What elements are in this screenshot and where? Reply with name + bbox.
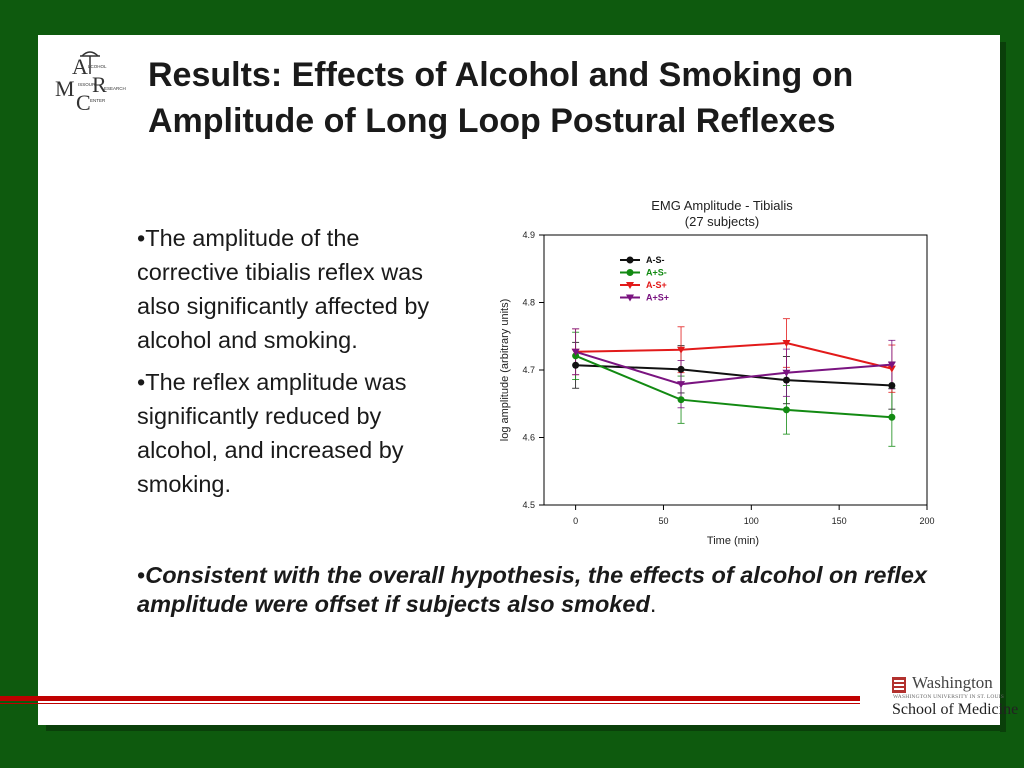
chart-title: EMG Amplitude - Tibialis — [651, 198, 793, 213]
bullet-item: •The amplitude of the corrective tibiali… — [137, 225, 430, 353]
plot-frame — [543, 234, 928, 506]
university-name: Washington — [912, 673, 993, 692]
logo-word-2: ISSOURI — [78, 82, 97, 87]
slide-shadow-right — [1000, 42, 1006, 732]
x-axis-label: Time (min) — [707, 535, 759, 547]
chart-subtitle: (27 subjects) — [685, 214, 759, 229]
data-point-amsp — [887, 365, 896, 373]
data-point-amsp — [782, 340, 791, 347]
data-point-apsm — [677, 396, 685, 404]
y-tick-label: 4.7 — [522, 365, 535, 375]
x-tick-label: 150 — [832, 516, 847, 526]
legend-label-amsm: A-S- — [646, 255, 665, 265]
y-tick-label: 4.5 — [522, 500, 535, 510]
legend-marker-apsp — [626, 294, 634, 302]
series-line-apsm — [575, 354, 892, 419]
series-line-amsp — [575, 341, 893, 370]
data-point-amsm — [677, 365, 685, 373]
conclusion-emphasis: Consistent with the overall hypothesis, … — [137, 562, 927, 617]
logo-letter-a: A — [72, 54, 88, 79]
data-point-apsp — [677, 381, 686, 389]
conclusion-suffix: . — [649, 591, 657, 617]
x-tick-label: 100 — [744, 516, 759, 526]
data-point-amsm — [572, 361, 580, 369]
legend-marker-amsp — [626, 282, 634, 289]
data-point-apsm — [572, 352, 580, 360]
data-point-apsp — [571, 348, 580, 356]
legend-marker-amsm — [626, 256, 634, 264]
slide-title: Results: Effects of Alcohol and Smoking … — [148, 56, 854, 140]
slide-panel — [38, 35, 1000, 725]
data-point-apsp — [887, 361, 896, 369]
y-tick-label: 4.9 — [522, 230, 535, 240]
slide-shadow-bottom — [46, 725, 1006, 731]
emg-amplitude-chart: EMG Amplitude - Tibialis (27 subjects) T… — [499, 198, 935, 547]
series-line-apsp — [575, 350, 892, 386]
conclusion-prefix: • — [137, 562, 146, 588]
legend-label-apsp: A+S+ — [646, 293, 669, 303]
logo-letter-m: M — [55, 76, 75, 101]
footer-rule — [0, 696, 860, 701]
legend-marker-apsm — [626, 269, 634, 276]
y-tick-label: 4.8 — [522, 298, 535, 308]
data-point-apsp — [782, 369, 791, 377]
x-tick-label: 0 — [573, 516, 578, 526]
y-axis-label: log amplitude (arbitrary units) — [499, 299, 511, 441]
washington-university-shield-icon — [892, 677, 906, 693]
legend-label-apsm: A+S- — [646, 268, 667, 278]
logo-letter-c: C — [76, 90, 91, 114]
logo-word-3: ESEARCH — [104, 86, 126, 91]
footer-rule-thin — [0, 703, 860, 704]
x-tick-label: 200 — [919, 516, 934, 526]
logo-word-1: LCOHOL — [88, 64, 107, 69]
data-point-amsm — [888, 382, 896, 390]
data-point-apsm — [782, 406, 790, 414]
y-tick-label: 4.6 — [522, 433, 535, 443]
data-point-apsm — [888, 413, 896, 421]
school-name: School of Medicine — [892, 701, 1019, 718]
amcr-logo: A M C R LCOHOL ISSOURI ESEARCH ENTER — [55, 51, 126, 114]
data-point-amsm — [782, 376, 790, 384]
bullet-item: •The reflex amplitude was significantly … — [137, 369, 407, 497]
data-point-amsp — [677, 346, 686, 354]
logo-letter-r: R — [92, 72, 107, 97]
bullet-list: •The amplitude of the corrective tibiali… — [137, 221, 457, 509]
legend-label-amsp: A-S+ — [646, 280, 667, 290]
conclusion-bullet: •Consistent with the overall hypothesis,… — [137, 561, 927, 619]
x-tick-label: 50 — [658, 516, 668, 526]
university-subtitle: WASHINGTON UNIVERSITY IN ST. LOUIS — [893, 694, 1005, 700]
logo-word-4: ENTER — [90, 98, 106, 103]
